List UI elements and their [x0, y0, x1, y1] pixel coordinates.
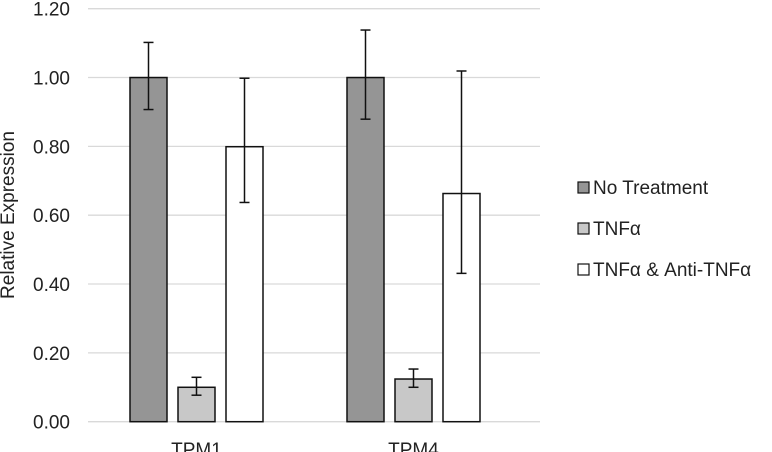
bar-tpm4-series-0 — [346, 76, 385, 423]
legend: No Treatment TNFα TNFα & Anti-TNFα — [577, 178, 751, 281]
legend-label: TNFα — [593, 219, 641, 240]
y-tick-label: 1.20 — [33, 0, 70, 21]
legend-swatch — [577, 181, 590, 194]
legend-swatch — [577, 263, 590, 276]
y-tick-label: 0.00 — [33, 413, 70, 434]
legend-label: No Treatment — [593, 178, 709, 199]
x-tick-label: TPM4 — [388, 440, 439, 452]
y-tick-label: 0.20 — [33, 344, 70, 365]
y-tick-label: 1.00 — [33, 69, 70, 90]
y-axis-label: Relative Expression — [0, 131, 19, 299]
bar-tpm1-series-0 — [129, 76, 168, 423]
y-tick-label: 0.80 — [33, 137, 70, 158]
bar-tpm1-series-2 — [225, 145, 264, 423]
y-tick-labels: 0.00 0.20 0.40 0.60 0.80 1.00 1.20 — [33, 0, 70, 434]
x-tick-labels: TPM1 TPM4 — [171, 440, 439, 452]
legend-label: TNFα & Anti-TNFα — [593, 260, 751, 281]
bars — [129, 29, 481, 423]
x-tick-label: TPM1 — [171, 440, 222, 452]
y-tick-label: 0.40 — [33, 275, 70, 296]
y-tick-label: 0.60 — [33, 206, 70, 227]
legend-swatch — [577, 222, 590, 235]
